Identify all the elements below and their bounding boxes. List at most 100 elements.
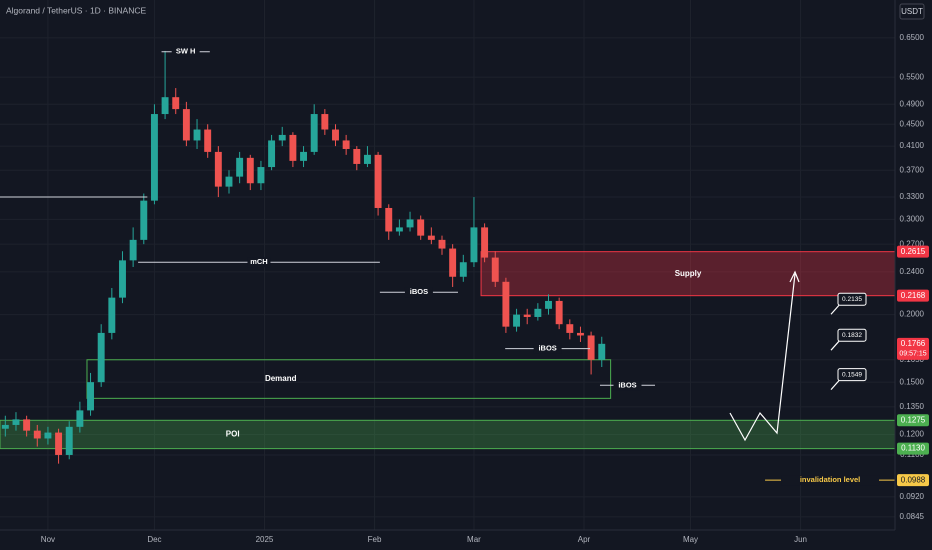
candle-body — [449, 248, 457, 277]
level-label: iBOS — [410, 287, 428, 296]
candle-body — [23, 419, 31, 431]
price-tag-label: 0.1275 — [901, 415, 926, 424]
zone-label: Supply — [675, 269, 702, 278]
candle-body — [332, 129, 339, 141]
y-tick-label: 0.1200 — [900, 430, 925, 439]
level-label-bg — [247, 257, 271, 268]
candle-body — [576, 332, 584, 336]
zone-label: Demand — [265, 374, 297, 383]
candle-body — [598, 343, 606, 360]
candle-body — [289, 134, 297, 161]
candle-body — [33, 430, 41, 439]
candle-body — [161, 97, 169, 115]
y-tick-label: 0.0920 — [900, 492, 925, 501]
candle-body — [225, 176, 233, 187]
target-box — [837, 328, 867, 342]
x-tick-label: Feb — [368, 535, 382, 544]
level-label-bg — [613, 380, 642, 391]
x-tick-label: Nov — [41, 535, 55, 544]
price-tag-label: 0.1766 — [901, 339, 926, 348]
level-label-bg — [171, 46, 200, 57]
candle-body — [108, 297, 116, 333]
candle-body — [406, 219, 414, 228]
price-tag — [897, 245, 929, 258]
candle-body — [246, 157, 254, 184]
candle-body — [12, 419, 20, 425]
target-label: 0.2135 — [842, 296, 862, 303]
y-tick-label: 0.1350 — [900, 402, 925, 411]
candle-body — [150, 114, 158, 201]
candle-body — [363, 154, 371, 164]
candle-body — [87, 382, 94, 411]
level-label-bg — [533, 343, 562, 354]
candle-body — [278, 134, 286, 141]
projection-path — [729, 273, 796, 442]
candle-body — [374, 154, 382, 208]
level-label-bg — [404, 287, 433, 298]
y-tick-label: 0.2000 — [900, 310, 925, 319]
candle-body — [491, 257, 499, 282]
candle-body — [204, 129, 212, 152]
y-tick-label: 0.1500 — [900, 377, 925, 386]
x-tick-label: Dec — [147, 535, 161, 544]
target-pointer — [830, 380, 840, 390]
y-tick-label: 0.3700 — [900, 165, 925, 174]
candle-body — [140, 200, 148, 240]
x-tick-label: Apr — [578, 535, 591, 544]
currency-box — [899, 3, 925, 20]
candle-body — [172, 97, 180, 110]
projection-arrow — [789, 270, 800, 283]
candle-body — [257, 167, 265, 184]
plot: Supply Demand POI SW H mCH iBOS iBOS iBOS invali… — [0, 46, 896, 486]
level-label: iBOS — [618, 380, 636, 389]
target-box — [837, 368, 867, 382]
price-countdown: 09:57:15 — [899, 351, 926, 358]
y-tick-label: 0.4900 — [900, 99, 925, 108]
y-tick-label: 0.2400 — [900, 267, 925, 276]
zone — [86, 359, 612, 399]
candle-body — [129, 239, 137, 261]
price-tag-label: 0.1130 — [901, 444, 925, 453]
level-label: mCH — [250, 257, 268, 266]
price-tag — [897, 442, 929, 455]
candle-body — [459, 262, 467, 277]
candle-body — [193, 129, 201, 141]
y-tick-label: 0.4500 — [900, 119, 925, 128]
y-tick-label: 0.4100 — [900, 141, 925, 150]
candle-body — [417, 219, 425, 236]
x-tick-label: Jun — [794, 535, 807, 544]
candle-body — [97, 332, 105, 383]
candle-body — [481, 227, 489, 258]
candle-body — [470, 227, 478, 263]
y-tick-label: 0.5500 — [900, 72, 925, 81]
zone — [0, 419, 896, 450]
candle-body — [268, 140, 276, 168]
level-label: invalidation level — [800, 475, 860, 484]
y-tick-label: 0.6500 — [900, 33, 925, 42]
target-pointer — [830, 304, 840, 315]
candle-body — [555, 300, 563, 325]
candle-body — [353, 148, 361, 164]
candle-body — [119, 260, 126, 298]
level-label-bg — [781, 475, 880, 486]
target-label: 0.1549 — [842, 371, 862, 378]
candle-body — [342, 140, 350, 149]
x-tick-label: 2025 — [256, 535, 274, 544]
zone-label: POI — [226, 430, 240, 439]
y-tick-label: 0.0845 — [900, 512, 925, 521]
grid — [0, 0, 895, 530]
candle-body — [300, 151, 308, 161]
price-tag-label: 0.2168 — [901, 291, 926, 300]
candle-body — [545, 300, 552, 309]
price-tag-label: 0.2615 — [901, 247, 926, 256]
candle-body — [44, 432, 52, 439]
candle-body — [182, 109, 190, 141]
target-label: 0.1832 — [842, 332, 862, 339]
chart-title: Algorand / TetherUS · 1D · BINANCE — [6, 5, 146, 15]
candle-body — [587, 335, 595, 360]
candle-body — [523, 314, 531, 317]
price-tag — [897, 289, 929, 302]
price-tag-label: 0.0988 — [901, 475, 926, 484]
candle-body — [427, 235, 435, 240]
